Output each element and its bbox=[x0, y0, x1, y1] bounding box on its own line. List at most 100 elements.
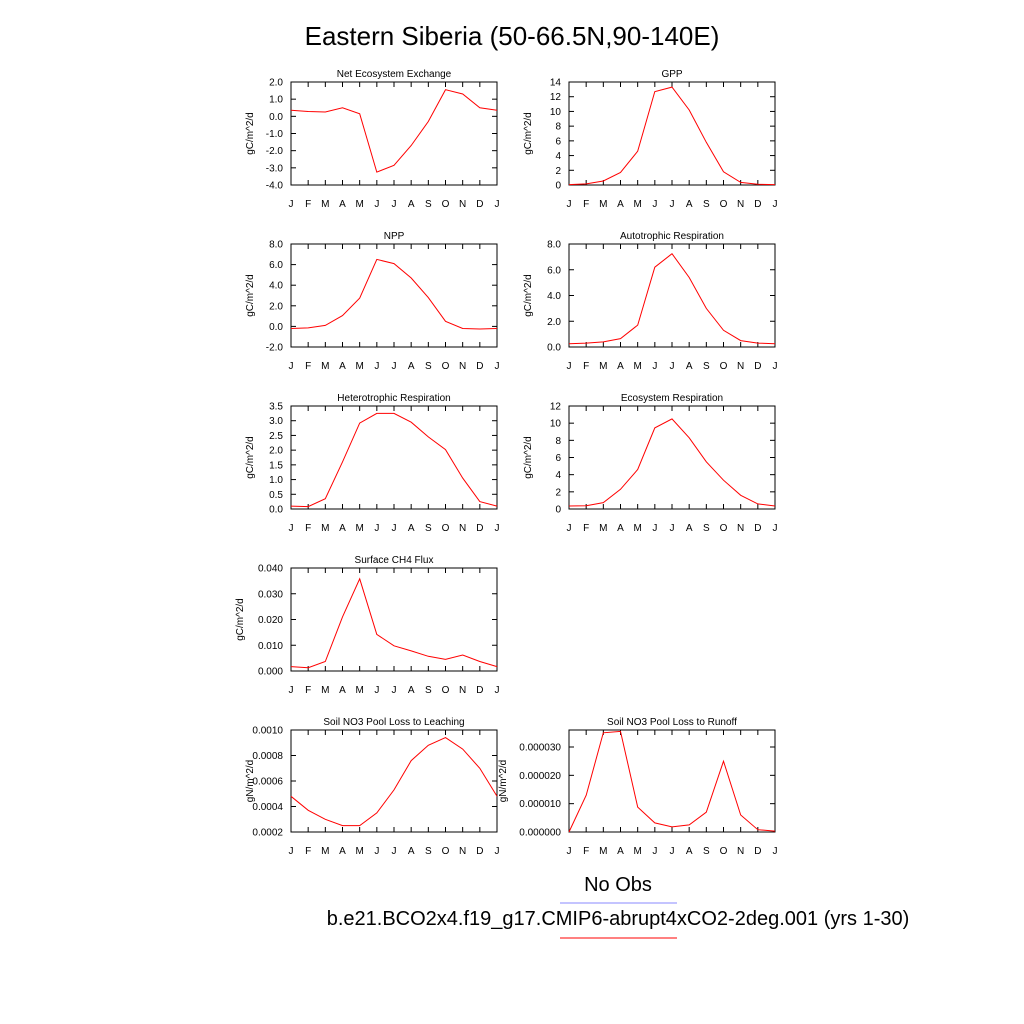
y-tick-label: 0.030 bbox=[258, 589, 283, 600]
x-tick-label: M bbox=[321, 846, 329, 857]
x-tick-label: J bbox=[670, 199, 675, 210]
y-axis-label: gC/m^2/d bbox=[235, 598, 246, 641]
series-line bbox=[290, 89, 498, 173]
y-tick-label: 0.5 bbox=[269, 490, 283, 501]
x-tick-label: J bbox=[773, 199, 778, 210]
series-line bbox=[290, 412, 498, 508]
y-tick-label: -2.0 bbox=[266, 146, 284, 157]
x-tick-label: A bbox=[686, 199, 693, 210]
panel-title: NPP bbox=[384, 231, 405, 242]
y-tick-label: 2 bbox=[555, 166, 561, 177]
y-tick-label: 0.000010 bbox=[519, 799, 561, 810]
panel-title: Soil NO3 Pool Loss to Leaching bbox=[323, 717, 464, 728]
x-tick-label: O bbox=[720, 846, 728, 857]
x-tick-label: M bbox=[599, 361, 607, 372]
y-tick-label: 6.0 bbox=[547, 265, 561, 276]
y-tick-label: -2.0 bbox=[266, 343, 284, 354]
y-tick-label: 0.040 bbox=[258, 564, 283, 575]
x-tick-label: D bbox=[754, 199, 761, 210]
x-tick-label: O bbox=[720, 361, 728, 372]
y-tick-label: 2.0 bbox=[269, 301, 283, 312]
y-tick-label: 3.0 bbox=[269, 416, 283, 427]
x-tick-label: J bbox=[289, 523, 294, 534]
x-tick-label: A bbox=[339, 199, 346, 210]
x-tick-label: N bbox=[737, 846, 744, 857]
x-tick-label: F bbox=[583, 361, 589, 372]
x-tick-label: O bbox=[442, 685, 450, 696]
y-tick-label: 6 bbox=[555, 453, 561, 464]
y-tick-label: 12 bbox=[550, 92, 562, 103]
y-tick-label: 6.0 bbox=[269, 260, 283, 271]
y-axis-label: gC/m^2/d bbox=[523, 436, 534, 479]
legend: No Obs b.e21.BCO2x4.f19_g17.CMIP6-abrupt… bbox=[327, 874, 909, 939]
plot-frame bbox=[290, 729, 498, 833]
x-tick-label: A bbox=[686, 846, 693, 857]
x-tick-label: M bbox=[633, 846, 641, 857]
y-tick-label: 10 bbox=[550, 107, 562, 118]
y-tick-label: 0 bbox=[555, 505, 561, 516]
x-tick-label: D bbox=[754, 846, 761, 857]
y-tick-label: 0.0008 bbox=[252, 751, 283, 762]
x-tick-label: D bbox=[754, 361, 761, 372]
x-tick-label: J bbox=[652, 846, 657, 857]
x-tick-label: O bbox=[720, 199, 728, 210]
x-tick-label: O bbox=[442, 361, 450, 372]
y-tick-label: 4 bbox=[555, 151, 561, 162]
x-tick-label: S bbox=[425, 361, 432, 372]
y-tick-label: 6 bbox=[555, 136, 561, 147]
x-tick-label: J bbox=[652, 199, 657, 210]
y-tick-label: 0.000030 bbox=[519, 743, 561, 754]
x-tick-label: F bbox=[305, 523, 311, 534]
y-tick-label: 14 bbox=[550, 78, 562, 89]
x-tick-label: J bbox=[392, 523, 397, 534]
x-tick-label: A bbox=[339, 523, 346, 534]
x-tick-label: O bbox=[442, 846, 450, 857]
x-tick-label: M bbox=[599, 523, 607, 534]
y-tick-label: 1.5 bbox=[269, 460, 283, 471]
x-tick-label: J bbox=[289, 846, 294, 857]
x-tick-label: J bbox=[567, 199, 572, 210]
plot-frame bbox=[568, 81, 776, 186]
x-tick-label: M bbox=[599, 846, 607, 857]
x-tick-label: M bbox=[321, 361, 329, 372]
y-tick-label: 0.0 bbox=[269, 112, 283, 123]
x-tick-label: J bbox=[773, 846, 778, 857]
x-tick-label: J bbox=[567, 361, 572, 372]
x-tick-label: J bbox=[374, 361, 379, 372]
x-tick-label: D bbox=[476, 685, 483, 696]
x-tick-label: J bbox=[374, 199, 379, 210]
x-tick-label: J bbox=[392, 685, 397, 696]
x-tick-label: J bbox=[567, 523, 572, 534]
y-tick-label: 0.0010 bbox=[252, 726, 283, 737]
y-tick-label: 0.000020 bbox=[519, 771, 561, 782]
x-tick-label: A bbox=[408, 523, 415, 534]
x-tick-label: M bbox=[355, 361, 363, 372]
x-tick-label: J bbox=[567, 846, 572, 857]
y-tick-label: 8.0 bbox=[547, 240, 561, 251]
x-tick-label: N bbox=[737, 199, 744, 210]
x-tick-label: D bbox=[754, 523, 761, 534]
x-tick-label: A bbox=[339, 846, 346, 857]
x-tick-label: A bbox=[408, 199, 415, 210]
x-tick-label: S bbox=[425, 199, 432, 210]
y-tick-label: 10 bbox=[550, 419, 562, 430]
x-tick-label: J bbox=[773, 523, 778, 534]
y-axis-label: gN/m^2/d bbox=[498, 760, 509, 803]
x-tick-label: J bbox=[392, 846, 397, 857]
legend-obs-label: No Obs bbox=[584, 874, 652, 896]
y-axis-label: gC/m^2/d bbox=[245, 274, 256, 317]
x-tick-label: A bbox=[617, 523, 624, 534]
x-tick-label: A bbox=[339, 361, 346, 372]
y-tick-label: -1.0 bbox=[266, 129, 284, 140]
x-tick-label: A bbox=[617, 846, 624, 857]
x-tick-label: A bbox=[408, 361, 415, 372]
series-line bbox=[290, 577, 498, 669]
plot-frame bbox=[290, 405, 498, 510]
x-tick-label: O bbox=[442, 199, 450, 210]
y-axis-label: gC/m^2/d bbox=[523, 274, 534, 317]
x-tick-label: F bbox=[583, 523, 589, 534]
y-tick-label: 3.5 bbox=[269, 402, 283, 413]
x-tick-label: N bbox=[459, 361, 466, 372]
